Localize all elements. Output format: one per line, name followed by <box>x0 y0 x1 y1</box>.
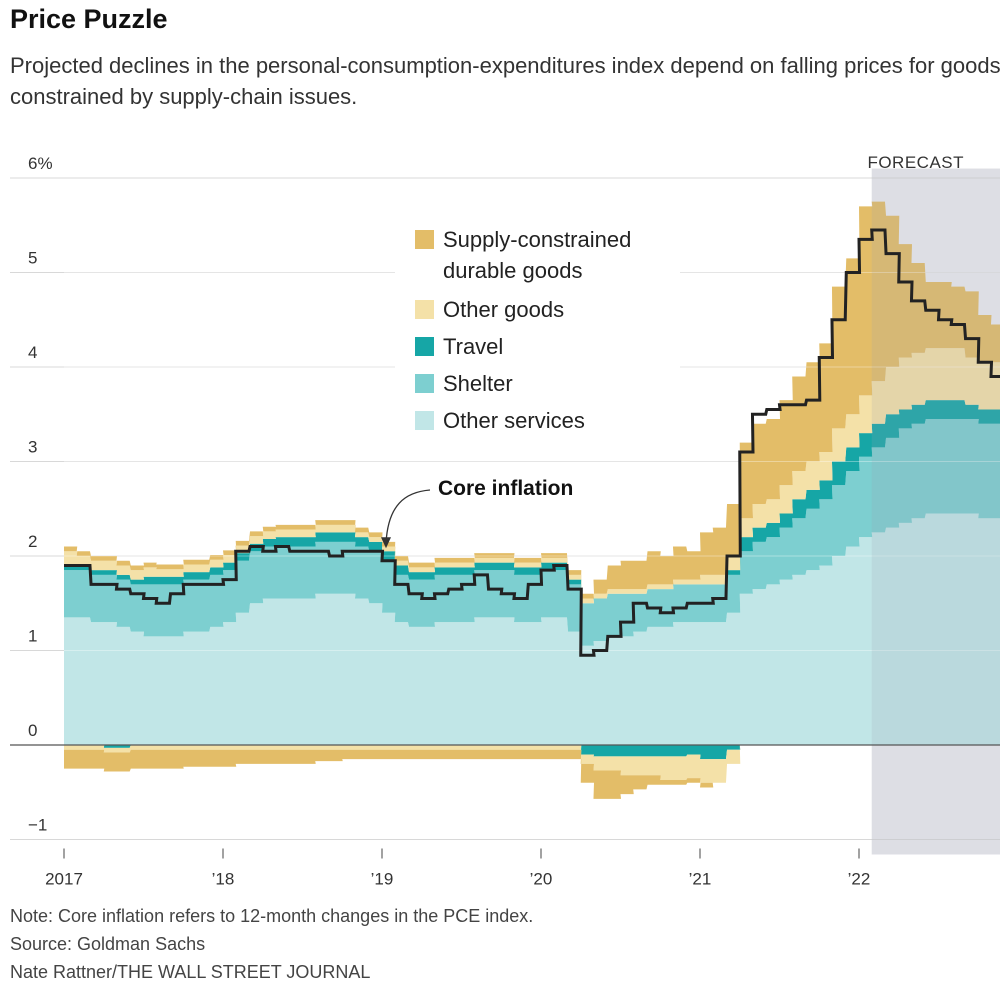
y-tick-label: 3 <box>28 438 37 457</box>
legend-label: durable goods <box>443 258 582 283</box>
footnote: Note: Core inflation refers to 12-month … <box>10 906 534 926</box>
credit-line: Nate Rattner/THE WALL STREET JOURNAL <box>10 962 371 982</box>
core-inflation-line <box>64 228 1000 657</box>
legend-label: Supply-constrained <box>443 227 631 252</box>
legend-swatch-other_services <box>415 411 434 430</box>
x-tick-label: 2017 <box>45 870 83 889</box>
legend-label: Other goods <box>443 297 564 322</box>
chart-subtitle: Projected declines in the personal-consu… <box>10 53 1000 109</box>
area-shelter <box>64 418 1000 646</box>
area-travel <box>64 400 1000 604</box>
x-tick-label: ’20 <box>530 870 553 889</box>
legend-label: Shelter <box>443 371 513 396</box>
x-tick-label: ’18 <box>212 870 235 889</box>
y-tick-label: −1 <box>28 816 47 835</box>
source-line: Source: Goldman Sachs <box>10 934 206 954</box>
y-tick-label: 6% <box>28 154 53 173</box>
legend-swatch-shelter <box>415 374 434 393</box>
x-tick-label: ’21 <box>689 870 712 889</box>
chart-title: Price Puzzle <box>10 4 168 34</box>
legend-background <box>395 220 680 435</box>
legend-swatch-other_goods <box>415 300 434 319</box>
annotation-arrowhead <box>381 537 391 549</box>
y-tick-label: 1 <box>28 627 37 646</box>
area-neg-supply_constrained <box>64 745 1000 799</box>
annotation-core-inflation: Core inflation <box>438 477 573 500</box>
legend-label: Other services <box>443 408 585 433</box>
y-tick-label: 0 <box>28 721 37 740</box>
x-tick-label: ’22 <box>848 870 871 889</box>
y-tick-label: 5 <box>28 249 37 268</box>
area-neg-other_goods <box>64 745 1000 783</box>
areas-group <box>64 201 1000 799</box>
area-supply_constrained <box>64 201 1000 599</box>
area-other_services <box>64 513 1000 745</box>
y-tick-label: 4 <box>28 343 37 362</box>
forecast-label: FORECAST <box>867 153 964 172</box>
area-other_goods <box>64 348 1000 604</box>
chart-svg: FORECAST 6% 5 4 3 2 1 0 −1 2017 ’18 ’19 ’20 ’21 ’22 Sup… <box>10 153 1000 889</box>
forecast-overlay <box>871 168 1000 855</box>
legend-swatch-travel <box>415 337 434 356</box>
legend-label: Travel <box>443 334 503 359</box>
annotation-arrow <box>385 489 431 544</box>
legend-swatch-supply_constrained <box>415 230 434 249</box>
x-tick-label: ’19 <box>371 870 394 889</box>
y-tick-label: 2 <box>28 532 37 551</box>
